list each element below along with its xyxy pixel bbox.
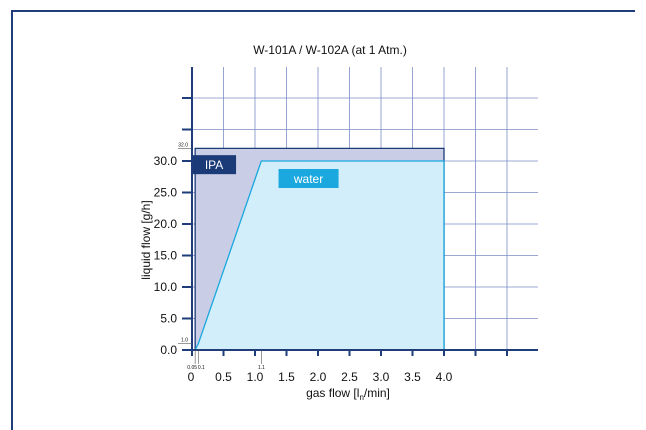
- x-tick-label: 0.5: [215, 370, 232, 384]
- y-minor-tick-label: 1.0: [181, 338, 188, 344]
- x-minor-tick-label: 1.1: [258, 365, 265, 371]
- chart-title: W-101A / W-102A (at 1 Atm.): [253, 43, 407, 57]
- x-axis-label: gas flow [ln/min]: [306, 386, 390, 402]
- x-axis-label-end: /min]: [364, 386, 390, 400]
- x-tick-label: 1.0: [247, 370, 264, 384]
- series-layer: IPA water: [192, 147, 445, 351]
- x-tick-label: 1.5: [278, 370, 295, 384]
- y-tick-label: 20.0: [154, 217, 178, 231]
- x-axis-label-main: gas flow [l: [306, 386, 359, 400]
- series-label-box-ipa: [192, 155, 237, 175]
- x-tick-label: 3.0: [373, 370, 390, 384]
- x-tick-label: 0: [188, 370, 195, 384]
- x-tick-label: 4.0: [436, 370, 453, 384]
- y-tick-label: 30.0: [154, 154, 178, 168]
- series-label-box-water: [278, 169, 339, 189]
- axes: [178, 67, 538, 364]
- x-tick-label: 3.5: [404, 370, 421, 384]
- y-tick-label: 15.0: [154, 249, 178, 263]
- labels: W-101A / W-102A (at 1 Atm.) liquid flow …: [139, 43, 453, 402]
- x-tick-label: 2.5: [341, 370, 358, 384]
- y-tick-label: 5.0: [160, 312, 177, 326]
- y-tick-label: 0.0: [160, 343, 177, 357]
- y-axis-label: liquid flow [g/h]: [139, 200, 153, 279]
- x-tick-label: 2.0: [310, 370, 327, 384]
- series-label-ipa: IPA: [205, 158, 223, 172]
- x-axis-label-subscript: n: [359, 393, 363, 402]
- x-minor-tick-label: 0.05: [187, 365, 197, 371]
- series-label-water: water: [293, 172, 323, 186]
- chart-frame: [11, 10, 635, 430]
- y-minor-tick-label: 32.0: [178, 142, 188, 148]
- y-tick-label: 25.0: [154, 186, 178, 200]
- x-minor-tick-label: 0.1: [198, 365, 205, 371]
- y-tick-label: 10.0: [154, 280, 178, 294]
